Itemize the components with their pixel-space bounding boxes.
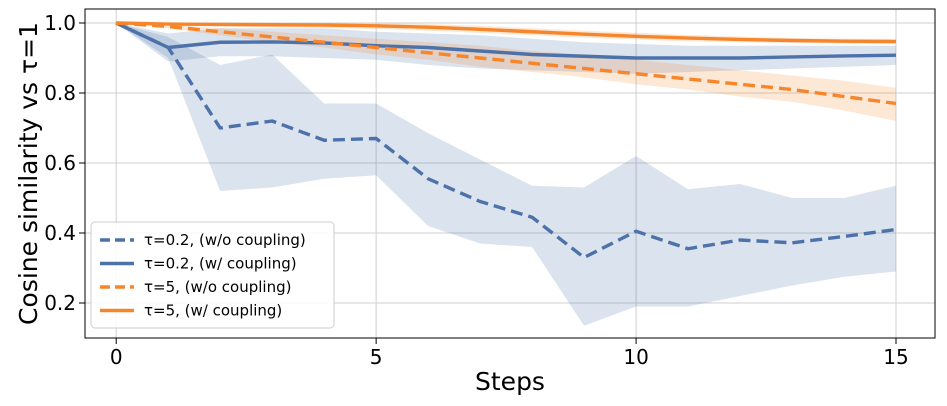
legend: τ=0.2, (w/o coupling) τ=0.2, (w/ coupling…	[90, 221, 335, 329]
y-axis-label: Cosine similarity vs τ=1	[14, 22, 43, 325]
confidence-band-3	[116, 23, 897, 121]
legend-box	[90, 221, 335, 329]
legend-label-1: τ=0.2, (w/o coupling)	[144, 231, 306, 249]
legend-label-3: τ=5, (w/o coupling)	[144, 278, 291, 296]
x-tick-label: 15	[883, 345, 908, 369]
legend-label-4: τ=5, (w/ coupling)	[144, 302, 282, 320]
y-tick-label: 0.4	[44, 221, 76, 245]
series-line-4	[116, 21, 897, 44]
y-tick-label: 0.8	[44, 81, 76, 105]
confidence-band-1	[116, 23, 897, 326]
y-tick-label: 0.6	[44, 151, 76, 175]
series-line-1	[115, 21, 897, 260]
x-tick-label: 10	[623, 345, 648, 369]
series-line-2	[115, 21, 897, 60]
y-tick-label: 0.2	[44, 291, 76, 315]
x-axis-label: Steps	[475, 367, 545, 396]
series-lines	[115, 21, 897, 260]
legend-label-2: τ=0.2, (w/ coupling)	[144, 255, 297, 273]
y-tick-label: 1.0	[44, 11, 76, 35]
x-tick-label: 0	[110, 345, 123, 369]
plot-frame	[84, 8, 936, 339]
axis-ticks: 0 5 10 15 0.2 0.4 0.6 0.8 1.0	[44, 11, 909, 369]
x-tick-label: 5	[370, 345, 383, 369]
confidence-band-2	[116, 23, 897, 74]
series-line-3	[116, 21, 897, 106]
